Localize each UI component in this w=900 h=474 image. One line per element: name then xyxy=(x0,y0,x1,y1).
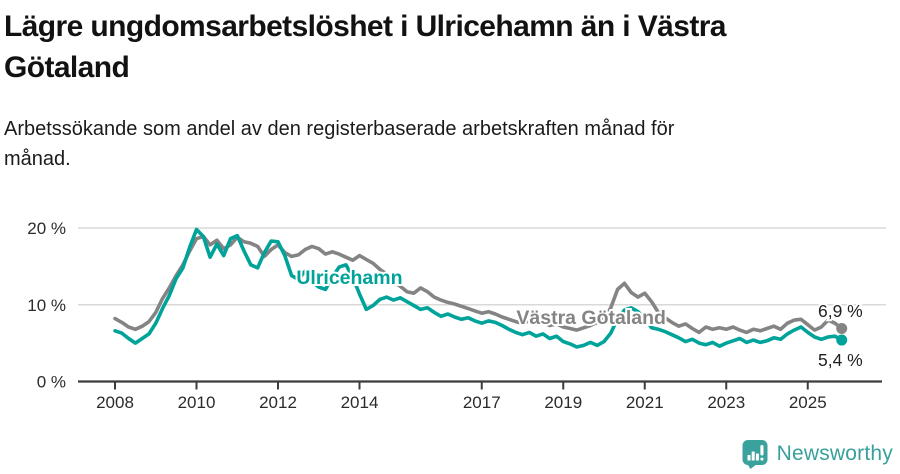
y-axis-labels: 0 % 10 % 20 % xyxy=(27,219,66,392)
newsworthy-logo-icon xyxy=(742,440,768,469)
ulricehamn-end-dot xyxy=(836,334,848,346)
logo-bar-2 xyxy=(751,451,755,461)
title-line-2: Götaland xyxy=(4,51,130,84)
vastra-gotaland-end-dot xyxy=(836,323,848,335)
title-line-1: Lägre ungdomsarbetslöshet i Ulricehamn ä… xyxy=(4,10,726,43)
gridlines xyxy=(78,227,886,306)
vastra-gotaland-series-label: Västra Götaland xyxy=(516,307,666,329)
x-tick-label-2019: 2019 xyxy=(544,393,582,412)
y-tick-label-0: 0 % xyxy=(37,373,66,392)
logo-bar-3 xyxy=(755,453,759,461)
subtitle-line-2: månad. xyxy=(4,148,71,170)
vastra-gotaland-end-value: 6,9 % xyxy=(818,301,863,321)
y-tick-label-10: 10 % xyxy=(27,296,66,315)
page-title: Lägre ungdomsarbetslöshet i Ulricehamn ä… xyxy=(4,6,896,88)
x-tick-label-2021: 2021 xyxy=(626,393,664,412)
subtitle-line-1: Arbetssökande som andel av den registerb… xyxy=(4,118,675,140)
x-tick-label-2010: 2010 xyxy=(178,393,216,412)
x-axis: 2008 2010 2012 2014 2017 2019 2021 2023 2025 xyxy=(78,380,882,412)
ulricehamn-end-value: 5,4 % xyxy=(818,350,863,370)
x-tick-label-2023: 2023 xyxy=(707,393,745,412)
y-tick-label-20: 20 % xyxy=(27,219,66,238)
x-tick-label-2014: 2014 xyxy=(341,393,379,412)
chart-subtitle: Arbetssökande som andel av den registerb… xyxy=(4,114,864,174)
x-tick-label-2012: 2012 xyxy=(259,393,297,412)
ulricehamn-series-label: Ulricehamn xyxy=(296,267,402,289)
newsworthy-brand-link[interactable]: Newsworthy xyxy=(742,439,893,469)
brand-name: Newsworthy xyxy=(776,442,893,465)
x-tick-label-2017: 2017 xyxy=(463,393,501,412)
line-chart: 2008 2010 2012 2014 2017 2019 2021 2023 2025 0 %… xyxy=(27,219,886,412)
logo-exclamation-bar xyxy=(760,445,764,456)
logo-exclamation-dot xyxy=(760,457,764,461)
x-tick-label-2025: 2025 xyxy=(789,393,827,412)
logo-bar-1 xyxy=(747,455,751,461)
ulricehamn-line xyxy=(113,227,844,349)
vastra-gotaland-line xyxy=(113,234,844,335)
x-tick-label-2008: 2008 xyxy=(96,393,134,412)
